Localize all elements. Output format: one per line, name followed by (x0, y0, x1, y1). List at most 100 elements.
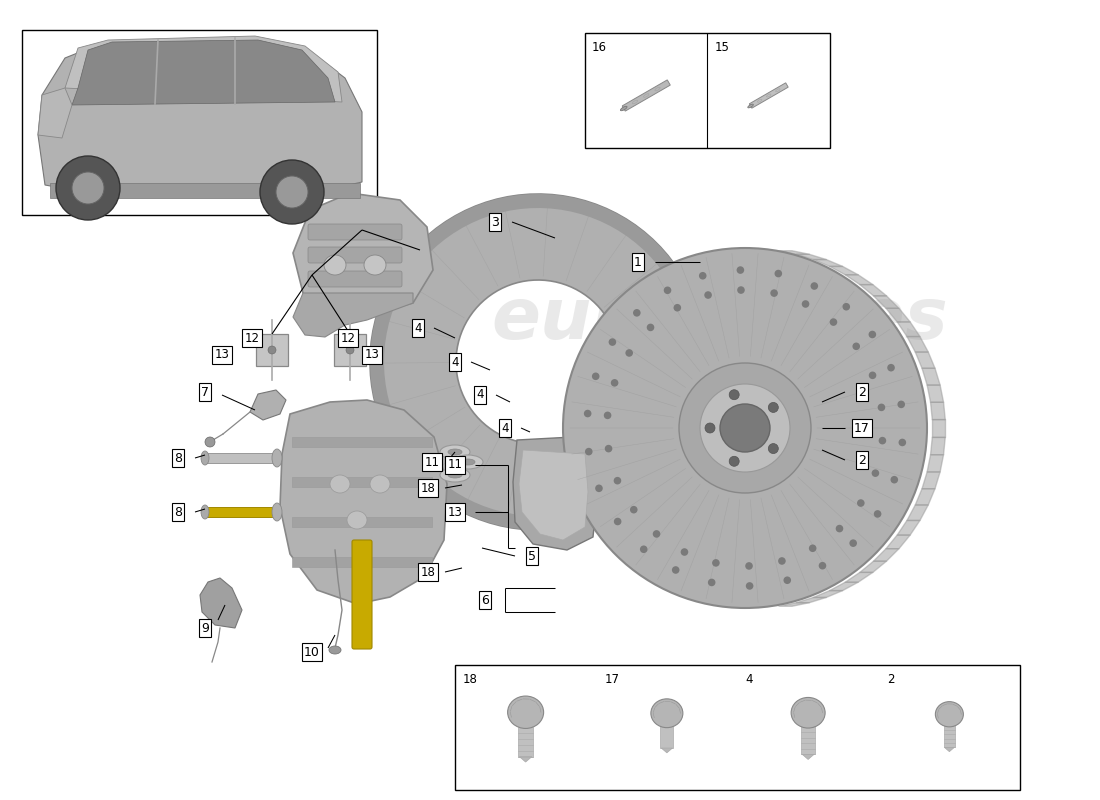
Circle shape (205, 437, 214, 447)
Text: 18: 18 (463, 673, 477, 686)
Ellipse shape (620, 106, 627, 110)
Circle shape (852, 342, 860, 350)
Bar (292, 477, 432, 487)
Circle shape (818, 562, 826, 570)
Circle shape (770, 290, 778, 297)
Circle shape (873, 510, 881, 518)
Circle shape (72, 172, 104, 204)
Circle shape (836, 525, 844, 532)
Text: 4: 4 (502, 422, 508, 434)
Bar (205, 453, 277, 463)
Text: 5: 5 (528, 550, 536, 562)
Ellipse shape (346, 511, 367, 529)
Text: 4: 4 (415, 322, 421, 334)
Circle shape (681, 548, 689, 556)
Circle shape (729, 456, 739, 466)
Circle shape (673, 304, 681, 311)
Circle shape (626, 349, 632, 357)
Bar (944, 726, 955, 747)
Text: 13: 13 (448, 506, 462, 518)
Circle shape (802, 300, 810, 308)
Polygon shape (749, 83, 789, 108)
Ellipse shape (370, 475, 390, 493)
Circle shape (56, 156, 120, 220)
Circle shape (632, 309, 640, 317)
Text: 18: 18 (420, 482, 436, 494)
Circle shape (630, 506, 638, 514)
Text: eurospares: eurospares (492, 286, 948, 354)
Circle shape (808, 545, 816, 552)
Text: 8: 8 (174, 506, 182, 518)
Circle shape (614, 518, 622, 526)
Bar (292, 437, 432, 447)
Text: 12: 12 (341, 331, 355, 345)
Circle shape (672, 566, 680, 574)
Ellipse shape (791, 698, 825, 728)
Text: 10: 10 (304, 646, 320, 658)
Circle shape (879, 437, 887, 445)
Ellipse shape (201, 505, 209, 519)
Ellipse shape (720, 404, 770, 452)
Bar (205, 507, 277, 517)
Ellipse shape (563, 248, 927, 608)
FancyBboxPatch shape (308, 271, 402, 287)
Text: a passion for parts since 1985: a passion for parts since 1985 (417, 409, 744, 531)
Circle shape (768, 402, 779, 413)
Polygon shape (370, 194, 706, 530)
FancyBboxPatch shape (308, 247, 402, 263)
Circle shape (704, 291, 712, 299)
Circle shape (737, 286, 745, 294)
Circle shape (276, 176, 308, 208)
Circle shape (605, 445, 613, 453)
Polygon shape (72, 40, 336, 105)
Text: 17: 17 (604, 673, 619, 686)
Ellipse shape (448, 472, 462, 478)
Circle shape (614, 477, 622, 485)
Text: 12: 12 (244, 331, 260, 345)
Circle shape (585, 448, 593, 455)
Circle shape (705, 423, 715, 433)
Polygon shape (661, 748, 672, 753)
Ellipse shape (201, 451, 209, 465)
Text: 3: 3 (491, 215, 499, 229)
Polygon shape (65, 36, 342, 102)
Circle shape (888, 364, 894, 371)
Polygon shape (945, 747, 955, 752)
Polygon shape (519, 757, 532, 762)
Bar (585, 33, 830, 148)
Text: 2: 2 (858, 454, 866, 466)
Text: 11: 11 (425, 455, 440, 469)
Circle shape (891, 476, 898, 483)
Circle shape (857, 499, 865, 507)
Bar (256, 334, 288, 366)
Text: 2: 2 (887, 673, 894, 686)
Circle shape (898, 401, 905, 408)
Bar (801, 726, 815, 754)
Circle shape (595, 485, 603, 492)
Text: 15: 15 (715, 41, 729, 54)
Ellipse shape (440, 468, 470, 482)
Polygon shape (519, 450, 588, 540)
Text: 18: 18 (420, 566, 436, 578)
Circle shape (871, 470, 879, 477)
Circle shape (869, 330, 877, 338)
Ellipse shape (330, 475, 350, 493)
Circle shape (647, 324, 654, 331)
Text: 1: 1 (634, 255, 642, 269)
Text: 4: 4 (451, 355, 459, 369)
Circle shape (878, 403, 886, 411)
Ellipse shape (679, 363, 811, 493)
Circle shape (745, 562, 752, 570)
Circle shape (869, 371, 877, 379)
Text: 17: 17 (854, 422, 870, 434)
Text: 8: 8 (174, 451, 182, 465)
Text: 4: 4 (746, 673, 754, 686)
Ellipse shape (453, 455, 483, 469)
Circle shape (768, 443, 779, 454)
Ellipse shape (507, 696, 543, 729)
Bar (22, 30, 377, 215)
Circle shape (698, 272, 706, 279)
Circle shape (729, 390, 739, 400)
Circle shape (604, 411, 612, 419)
Ellipse shape (700, 384, 790, 472)
